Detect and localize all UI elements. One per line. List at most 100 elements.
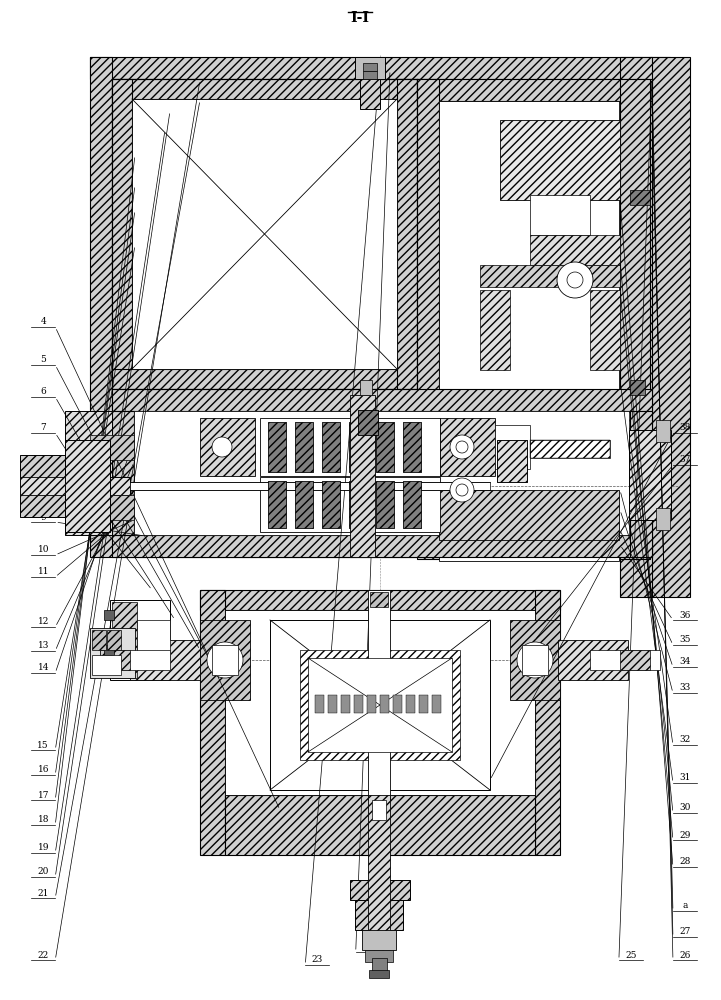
Bar <box>112 79 417 99</box>
Bar <box>200 418 255 476</box>
Bar <box>650 57 690 597</box>
Bar <box>350 395 375 557</box>
Bar <box>20 477 65 495</box>
Bar <box>590 290 620 370</box>
Bar <box>397 79 417 389</box>
Circle shape <box>450 435 474 459</box>
Bar <box>439 490 619 540</box>
Bar <box>225 610 535 795</box>
Bar <box>200 620 250 700</box>
Text: 18: 18 <box>37 816 49 824</box>
Text: 24: 24 <box>362 942 373 952</box>
Bar <box>300 650 460 760</box>
Bar <box>403 481 421 528</box>
Bar <box>530 235 620 265</box>
Bar <box>322 422 340 472</box>
Text: 19: 19 <box>37 844 49 852</box>
Bar <box>376 481 394 528</box>
Bar <box>355 900 403 930</box>
Bar <box>376 422 394 472</box>
Bar <box>590 650 660 670</box>
Bar <box>403 481 421 528</box>
Bar <box>268 481 286 528</box>
Bar <box>328 695 337 713</box>
Bar <box>360 79 380 109</box>
Bar <box>363 71 377 79</box>
Bar <box>432 695 441 713</box>
Text: 34: 34 <box>679 658 691 666</box>
Bar <box>65 411 112 535</box>
Bar <box>92 655 121 675</box>
Bar <box>365 950 393 962</box>
Bar <box>530 440 610 458</box>
Bar <box>112 389 652 411</box>
Bar <box>368 795 390 955</box>
Bar <box>530 195 590 235</box>
Bar <box>107 630 121 650</box>
Bar <box>403 422 421 472</box>
Text: I-I: I-I <box>350 11 369 25</box>
Bar <box>530 440 610 458</box>
Bar <box>260 418 440 476</box>
Text: 8: 8 <box>40 458 46 466</box>
Bar <box>393 695 402 713</box>
Bar <box>349 422 367 472</box>
Bar <box>558 640 628 680</box>
Bar <box>112 79 132 389</box>
Bar <box>295 422 313 472</box>
Bar <box>349 422 367 472</box>
Bar <box>630 380 645 395</box>
Bar <box>260 477 440 532</box>
Bar <box>92 630 106 650</box>
Text: 14: 14 <box>37 664 49 672</box>
Bar <box>358 410 378 435</box>
Bar <box>440 418 495 476</box>
Bar <box>90 628 135 678</box>
Bar <box>130 640 200 680</box>
Bar <box>225 795 535 855</box>
Bar <box>367 695 376 713</box>
Bar <box>110 600 170 680</box>
Text: 4: 4 <box>40 318 46 326</box>
Bar <box>104 660 114 670</box>
Bar <box>322 422 340 472</box>
Bar <box>132 99 397 369</box>
Bar <box>419 695 428 713</box>
Bar <box>200 590 560 610</box>
Bar <box>322 481 340 528</box>
Circle shape <box>567 272 583 288</box>
Text: 33: 33 <box>679 684 691 692</box>
Bar <box>376 422 394 472</box>
Text: 17: 17 <box>37 790 49 800</box>
Text: 36: 36 <box>679 610 691 619</box>
Bar <box>341 695 350 713</box>
Bar <box>372 800 386 820</box>
Bar <box>370 592 388 607</box>
Bar <box>535 590 560 855</box>
Bar <box>268 422 286 472</box>
Bar <box>268 422 286 472</box>
Circle shape <box>212 437 232 457</box>
Text: a: a <box>682 902 688 910</box>
Bar <box>497 440 527 482</box>
Bar <box>90 57 112 537</box>
Text: 13: 13 <box>37 642 49 650</box>
Bar <box>620 650 650 670</box>
Bar <box>500 120 620 200</box>
Text: 26: 26 <box>679 950 691 960</box>
Text: 12: 12 <box>37 617 49 626</box>
Bar <box>629 430 671 520</box>
Text: 30: 30 <box>679 804 691 812</box>
Bar <box>295 422 313 472</box>
Text: 35: 35 <box>679 636 691 645</box>
Bar <box>630 190 650 205</box>
Text: 20: 20 <box>37 867 49 876</box>
Bar <box>100 650 170 670</box>
Bar <box>510 620 560 700</box>
Bar <box>417 79 652 101</box>
Bar <box>362 930 396 950</box>
Bar <box>406 695 415 713</box>
Bar <box>630 411 652 557</box>
Text: 6: 6 <box>40 387 46 396</box>
Text: 31: 31 <box>679 774 691 782</box>
